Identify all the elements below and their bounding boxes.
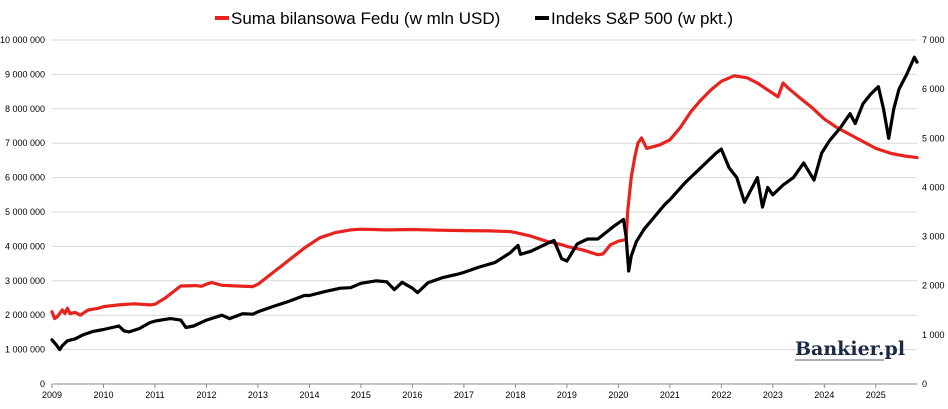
y-right-tick-label: 7 000 xyxy=(922,35,945,45)
x-tick-label: 2021 xyxy=(660,390,680,400)
y-left-tick-label: 0 xyxy=(40,379,45,389)
y-right-tick-label: 0 xyxy=(922,379,927,389)
y-left-tick-label: 1 000 000 xyxy=(5,345,45,355)
legend-label-sp500: Indeks S&P 500 (w pkt.) xyxy=(551,9,733,28)
y-left-tick-label: 7 000 000 xyxy=(5,138,45,148)
x-tick-label: 2025 xyxy=(866,390,886,400)
x-tick-label: 2016 xyxy=(402,390,422,400)
series-line-fed xyxy=(50,74,919,321)
series-layer xyxy=(50,55,919,352)
x-tick-label: 2010 xyxy=(93,390,113,400)
x-tick-label: 2022 xyxy=(711,390,731,400)
y-right-tick-label: 2 000 xyxy=(922,281,945,291)
y-left-tick-label: 4 000 000 xyxy=(5,241,45,251)
x-tick-label: 2012 xyxy=(196,390,216,400)
y-left-tick-label: 5 000 000 xyxy=(5,207,45,217)
x-tick-label: 2017 xyxy=(454,390,474,400)
x-tick-label: 2009 xyxy=(42,390,62,400)
x-tick-label: 2015 xyxy=(351,390,371,400)
chart-legend: Suma bilansowa Fedu (w mln USD) Indeks S… xyxy=(215,9,733,28)
x-tick-label: 2013 xyxy=(248,390,268,400)
y-right-tick-label: 1 000 xyxy=(922,330,945,340)
x-tick-label: 2020 xyxy=(608,390,628,400)
y-right-tick-label: 4 000 xyxy=(922,182,945,192)
y-left-tick-label: 6 000 000 xyxy=(5,173,45,183)
y-right-tick-label: 6 000 xyxy=(922,84,945,94)
x-tick-label: 2023 xyxy=(763,390,783,400)
grid-lines xyxy=(52,39,917,351)
y-left-tick-label: 9 000 000 xyxy=(5,69,45,79)
y-right-tick-label: 5 000 xyxy=(922,133,945,143)
x-tick-label: 2024 xyxy=(814,390,834,400)
y-right-tick-label: 3 000 xyxy=(922,232,945,242)
axes: 0 1 000 000 2 000 000 3 000 000 4 000 000 5 0… xyxy=(0,35,945,400)
x-tick-label: 2019 xyxy=(557,390,577,400)
y-left-tick-label: 2 000 000 xyxy=(5,310,45,320)
series-line-sp500 xyxy=(50,55,919,352)
x-tick-label: 2018 xyxy=(505,390,525,400)
x-tick-label: 2014 xyxy=(299,390,319,400)
y-left-tick-label: 8 000 000 xyxy=(5,104,45,114)
bankier-logo: Bankier.pl xyxy=(795,338,905,360)
legend-label-fed: Suma bilansowa Fedu (w mln USD) xyxy=(231,9,500,28)
y-left-tick-label: 10 000 000 xyxy=(0,35,45,45)
x-tick-label: 2011 xyxy=(145,390,164,400)
y-left-tick-label: 3 000 000 xyxy=(5,276,45,286)
